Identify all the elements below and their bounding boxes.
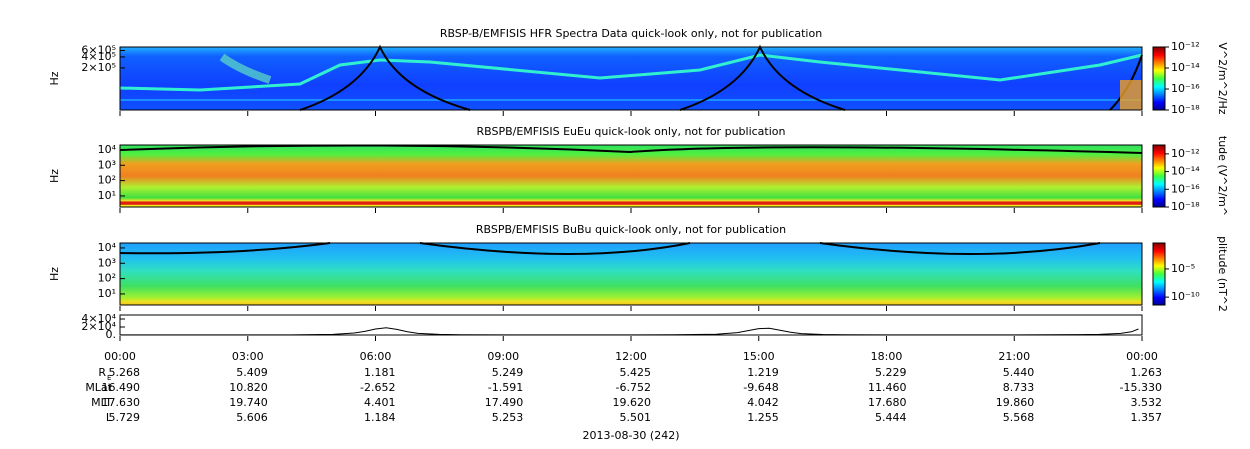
spectrogram-image <box>119 44 1143 336</box>
y-axis-label: Hz <box>48 267 61 281</box>
panel-title: RBSP-B/EMFISIS HFR Spectra Data quick-lo… <box>440 27 822 40</box>
colorbar-label: tude (V^2/m^ <box>1216 136 1229 216</box>
colorbar-label: plitude (nT^2 <box>1216 236 1229 312</box>
ephemeris-value: 10.820 <box>229 381 268 394</box>
colorbar <box>1152 242 1166 306</box>
ephemeris-value: 17.630 <box>102 396 141 409</box>
y-tick-label: 10¹ <box>98 189 116 202</box>
ephemeris-value: -9.648 <box>743 381 778 394</box>
ephemeris-value: 3.532 <box>1131 396 1163 409</box>
ephemeris-value: 1.255 <box>747 411 779 424</box>
y-tick-label: 10⁴ <box>98 143 117 156</box>
ephemeris-value: 8.733 <box>1003 381 1035 394</box>
ephemeris-value: 1.184 <box>364 411 396 424</box>
ephemeris-value: 5.425 <box>620 366 652 379</box>
ephemeris-value: 5.606 <box>236 411 268 424</box>
ephemeris-value: -15.330 <box>1120 381 1162 394</box>
ephemeris-value: -6.752 <box>616 381 651 394</box>
x-tick-label: 00:00 <box>1126 350 1158 363</box>
x-tick-label: 06:00 <box>360 350 392 363</box>
colorbar-tick-label: 10⁻¹² <box>1171 40 1200 53</box>
row-label-sub: E <box>107 374 111 382</box>
colorbar-tick-label: 10⁻¹⁴ <box>1171 61 1200 74</box>
colorbar-label: V^2/m^2/Hz <box>1216 42 1229 114</box>
y-tick-label: 4×10⁴ <box>81 312 116 325</box>
x-tick-label: 15:00 <box>743 350 775 363</box>
frames <box>119 46 1143 306</box>
x-tick-label: 18:00 <box>871 350 903 363</box>
ephemeris-value: 5.501 <box>620 411 652 424</box>
ephemeris-value: 5.568 <box>1003 411 1035 424</box>
colorbar-tick-label: 10⁻¹⁴ <box>1171 165 1200 178</box>
y-tick-label: 10⁴ <box>98 241 117 254</box>
ephemeris-value: 5.253 <box>492 411 524 424</box>
ephemeris-value: 1.219 <box>747 366 779 379</box>
ephemeris-value: 11.460 <box>868 381 907 394</box>
colorbar <box>1152 144 1166 208</box>
ephemeris-value: 19.860 <box>996 396 1035 409</box>
row-label: L <box>106 411 113 424</box>
x-tick-label: 00:00 <box>104 350 136 363</box>
colorbar-tick-label: 10⁻¹² <box>1171 147 1200 160</box>
ephemeris-value: 4.401 <box>364 396 396 409</box>
row-label: MLT <box>91 396 112 409</box>
ephemeris-value: -2.652 <box>360 381 395 394</box>
colorbar-tick-label: 10⁻¹⁸ <box>1171 200 1200 213</box>
panel-title: RBSPB/EMFISIS EuEu quick-look only, not … <box>476 125 785 138</box>
row-label: MLat <box>85 381 112 394</box>
ephemeris-value: 1.181 <box>364 366 396 379</box>
ephemeris-value: 17.490 <box>485 396 524 409</box>
ephemeris-value: 5.409 <box>236 366 268 379</box>
colorbar-tick-label: 10⁻¹⁶ <box>1171 82 1200 95</box>
y-tick-label: 10¹ <box>98 287 116 300</box>
x-tick-label: 12:00 <box>615 350 647 363</box>
y-tick-label: 4×10⁵ <box>81 50 116 63</box>
y-tick-label: 10² <box>98 174 116 187</box>
colorbar-tick-label: 10⁻¹⁰ <box>1171 290 1200 303</box>
ephemeris-value: 5.268 <box>109 366 141 379</box>
x-tick-label: 21:00 <box>998 350 1030 363</box>
ephemeris-value: 19.740 <box>229 396 268 409</box>
ephemeris-value: 17.680 <box>868 396 907 409</box>
y-tick-label: 10² <box>98 272 116 285</box>
colorbar <box>1152 46 1166 111</box>
y-tick-label: 2×10⁵ <box>81 61 116 74</box>
y-axis-label: Hz <box>48 71 61 85</box>
ephemeris-value: 19.620 <box>613 396 652 409</box>
y-tick-label: 6×10⁵ <box>81 44 116 57</box>
colorbar-tick-label: 10⁻⁵ <box>1171 262 1195 275</box>
x-tick-label: 03:00 <box>232 350 264 363</box>
ephemeris-value: 5.249 <box>492 366 524 379</box>
ephemeris-value: 5.229 <box>875 366 907 379</box>
ephemeris-value: 16.490 <box>102 381 141 394</box>
row-label: R <box>98 366 106 379</box>
panel-title: RBSPB/EMFISIS BuBu quick-look only, not … <box>476 223 786 236</box>
x-tick-label: 09:00 <box>487 350 519 363</box>
colorbar-tick-label: 10⁻¹⁶ <box>1171 182 1200 195</box>
ephemeris-value: 5.444 <box>875 411 907 424</box>
y-tick-label: 2×10⁴ <box>81 320 116 333</box>
ephemeris-value: 1.357 <box>1131 411 1163 424</box>
ephemeris-value: -1.591 <box>488 381 523 394</box>
data-line <box>119 327 1139 336</box>
ephemeris-value: 1.263 <box>1131 366 1163 379</box>
y-tick-label: 10³ <box>98 256 116 269</box>
y-axis-label: Hz <box>48 169 61 183</box>
y-tick-label: 10³ <box>98 158 116 171</box>
y-tick-label: 0. <box>106 328 117 341</box>
ephemeris-value: 5.729 <box>109 411 141 424</box>
ephemeris-value: 4.042 <box>747 396 779 409</box>
colorbar-tick-label: 10⁻¹⁸ <box>1171 103 1200 116</box>
ephemeris-value: 5.440 <box>1003 366 1035 379</box>
x-axis-label: 2013-08-30 (242) <box>582 429 679 442</box>
